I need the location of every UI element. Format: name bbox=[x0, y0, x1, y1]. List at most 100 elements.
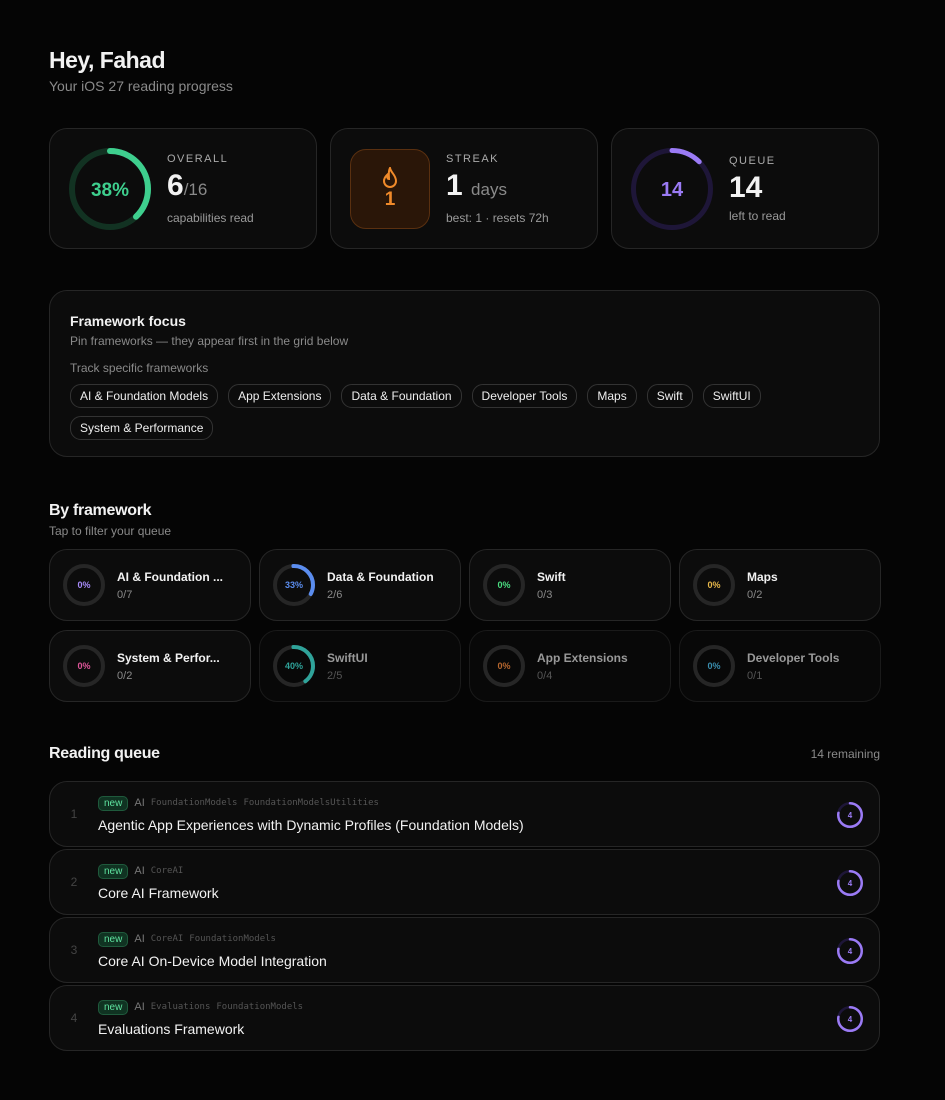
tag: FoundationModelsUtilities bbox=[243, 798, 379, 808]
queue-body: new AI FoundationModels FoundationModelsUti… bbox=[98, 795, 524, 833]
subtitle: Your iOS 27 reading progress bbox=[49, 78, 233, 94]
streak-badge-days: 1 bbox=[384, 188, 396, 210]
framework-card[interactable]: 0% System & Perfor... 0/2 bbox=[49, 630, 251, 702]
new-badge: new bbox=[98, 999, 129, 1015]
progress-ring: 0% bbox=[483, 564, 525, 606]
queue-item[interactable]: 4 new AI Evaluations FoundationModels Evaluat… bbox=[49, 985, 880, 1051]
queue-card: 14 QUEUE 14 left to read bbox=[611, 128, 879, 249]
framework-count: 0/1 bbox=[747, 670, 839, 682]
ring-arc bbox=[837, 802, 863, 828]
progress-ring: 0% bbox=[63, 645, 105, 687]
framework-card[interactable]: 0% App Extensions 0/4 bbox=[469, 630, 671, 702]
ring-label: 38% bbox=[91, 179, 129, 200]
framework-total: 2 bbox=[756, 588, 763, 601]
framework-text: Developer Tools 0/1 bbox=[747, 651, 839, 682]
progress-ring: 4 bbox=[837, 802, 863, 828]
ring-label: 0% bbox=[77, 580, 90, 590]
framework-chip[interactable]: App Extensions bbox=[228, 384, 332, 408]
ring-arc bbox=[631, 147, 713, 230]
slash: / bbox=[333, 588, 337, 601]
focus-title: Framework focus bbox=[70, 313, 186, 329]
framework-total: 5 bbox=[336, 669, 343, 682]
streak-days: 1 bbox=[446, 168, 463, 202]
queue-title-text: Core AI Framework bbox=[98, 884, 219, 901]
queue-item[interactable]: 3 new AI CoreAI FoundationModels Core AI On-D… bbox=[49, 917, 880, 983]
framework-chip[interactable]: Developer Tools bbox=[471, 384, 578, 408]
framework-text: AI & Foundation ... 0/7 bbox=[117, 570, 223, 601]
framework-name: AI & Foundation ... bbox=[117, 569, 223, 584]
progress-ring: 4 bbox=[837, 1006, 863, 1032]
progress-ring: 4 bbox=[837, 870, 863, 896]
streak-badge: 1 bbox=[350, 148, 430, 229]
streak-label: STREAK bbox=[446, 152, 500, 165]
priority-ring: 4 bbox=[837, 938, 863, 969]
queue-label: QUEUE bbox=[729, 154, 776, 167]
new-badge: new bbox=[98, 863, 129, 879]
ring-label: 0% bbox=[707, 580, 720, 590]
framework-total: 2 bbox=[126, 669, 133, 682]
queue-title-text: Agentic App Experiences with Dynamic Pro… bbox=[98, 816, 524, 833]
new-badge: new bbox=[98, 931, 129, 947]
tag: FoundationModels bbox=[150, 798, 238, 808]
ring-label: 4 bbox=[848, 947, 853, 956]
framework-chip[interactable]: Data & Foundation bbox=[341, 384, 462, 408]
framework-name: System & Perfor... bbox=[117, 650, 220, 665]
slash: / bbox=[183, 179, 189, 199]
framework-count: 0/4 bbox=[537, 670, 628, 682]
section-title: By framework bbox=[49, 502, 152, 519]
streak-count: 1 days bbox=[446, 168, 549, 205]
read-count: 6 bbox=[167, 168, 184, 202]
framework-read: 0 bbox=[747, 588, 754, 601]
queue-item[interactable]: 2 new AI CoreAI Core AI Framework 4 bbox=[49, 849, 880, 915]
greeting: Hey, Fahad bbox=[49, 47, 166, 73]
framework-grid: 0% AI & Foundation ... 0/7 33% Data & Founda… bbox=[49, 549, 881, 702]
framework-card[interactable]: 0% AI & Foundation ... 0/7 bbox=[49, 549, 251, 621]
framework-chip[interactable]: SwiftUI bbox=[702, 384, 761, 408]
framework-read: 0 bbox=[747, 669, 754, 682]
framework-text: System & Perfor... 0/2 bbox=[117, 651, 220, 682]
queue-meta: new AI FoundationModels FoundationModelsUti… bbox=[98, 795, 524, 811]
queue-note: left to read bbox=[729, 208, 786, 223]
framework-card[interactable]: 0% Developer Tools 0/1 bbox=[679, 630, 881, 702]
priority-ring: 4 bbox=[837, 802, 863, 833]
overall-card: 38% OVERALL 6/16 capabilities read bbox=[49, 128, 317, 249]
ring-label: 0% bbox=[497, 580, 510, 590]
streak-text: STREAK 1 days best: 1 · resets 72h bbox=[446, 153, 549, 225]
framework-card[interactable]: 33% Data & Foundation 2/6 bbox=[259, 549, 461, 621]
slash: / bbox=[543, 669, 547, 682]
overall-label: OVERALL bbox=[167, 152, 229, 165]
framework-card[interactable]: 40% SwiftUI 2/5 bbox=[259, 630, 461, 702]
category: AI bbox=[134, 1001, 145, 1013]
progress-ring: 40% bbox=[273, 645, 315, 687]
framework-card[interactable]: 0% Maps 0/2 bbox=[679, 549, 881, 621]
queue-list: 1 new AI FoundationModels FoundationModelsUt… bbox=[49, 781, 880, 1051]
queue-item[interactable]: 1 new AI FoundationModels FoundationModelsUt… bbox=[49, 781, 880, 847]
queue-title: Reading queue bbox=[49, 745, 160, 762]
ring-label: 40% bbox=[285, 661, 303, 671]
progress-ring: 0% bbox=[693, 564, 735, 606]
framework-name: Maps bbox=[747, 569, 778, 584]
queue-header: Reading queue 14 remaining bbox=[49, 745, 880, 763]
queue-index: 3 bbox=[70, 943, 78, 957]
chip-list: AI & Foundation Models App Extensions Data… bbox=[70, 384, 790, 440]
ring-arc bbox=[837, 870, 863, 896]
slash: / bbox=[543, 588, 547, 601]
framework-chip[interactable]: AI & Foundation Models bbox=[70, 384, 219, 408]
framework-card[interactable]: 0% Swift 0/3 bbox=[469, 549, 671, 621]
framework-read: 0 bbox=[537, 669, 544, 682]
queue-count: 14 bbox=[729, 170, 763, 204]
ring-track bbox=[693, 564, 735, 606]
framework-chip[interactable]: Swift bbox=[646, 384, 693, 408]
ring-track bbox=[63, 645, 105, 687]
framework-chip[interactable]: System & Performance bbox=[70, 416, 214, 440]
ring-label: 4 bbox=[848, 811, 853, 820]
focus-prompt: Track specific frameworks bbox=[70, 361, 209, 375]
ring-arc bbox=[273, 564, 315, 606]
framework-chip[interactable]: Maps bbox=[587, 384, 637, 408]
framework-read: 2 bbox=[327, 588, 334, 601]
progress-ring: 0% bbox=[63, 564, 105, 606]
ring-arc bbox=[273, 645, 315, 687]
queue-body: new AI CoreAI Core AI Framework bbox=[98, 863, 219, 901]
framework-count: 2/5 bbox=[327, 670, 368, 682]
tag: FoundationModels bbox=[216, 1002, 304, 1012]
